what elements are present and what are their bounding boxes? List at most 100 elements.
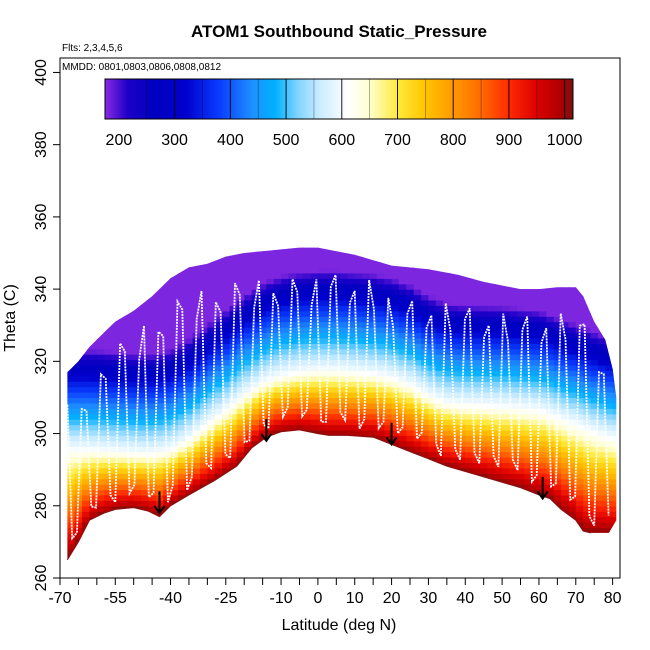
heatmap-cell xyxy=(465,500,474,507)
heatmap-cell xyxy=(170,321,179,328)
heatmap-cell xyxy=(111,392,120,398)
heatmap-cell xyxy=(376,262,385,268)
heatmap-cell xyxy=(332,462,341,469)
heatmap-cell xyxy=(428,272,437,279)
heatmap-cell xyxy=(185,289,194,296)
heatmap-cell xyxy=(89,494,98,501)
y-tick-label-300: 300 xyxy=(33,420,50,447)
heatmap-cell xyxy=(111,305,120,312)
heatmap-cell xyxy=(487,289,496,296)
heatmap-cell xyxy=(82,511,91,518)
heatmap-cell xyxy=(413,337,422,344)
x-axis: -70 -55 -40 -25 -10 0 10 20 30 40 50 60 … xyxy=(48,578,622,607)
heatmap-cell xyxy=(472,392,481,398)
heatmap-cell xyxy=(317,278,326,285)
heatmap-cell xyxy=(332,278,341,285)
heatmap-cell xyxy=(111,457,120,463)
heatmap-cell xyxy=(340,532,348,539)
heatmap-cell xyxy=(251,408,260,415)
heatmap-cell xyxy=(369,549,378,556)
heatmap-cell xyxy=(354,419,363,426)
heatmap-cell xyxy=(244,327,253,333)
heatmap-cell xyxy=(281,272,290,279)
heatmap-cell xyxy=(207,283,216,290)
heatmap-cell xyxy=(509,440,518,447)
heatmap-cell xyxy=(303,337,312,344)
heatmap-cell xyxy=(281,321,290,328)
heatmap-cell xyxy=(398,554,407,560)
heatmap-cell xyxy=(214,494,223,501)
heatmap-cell xyxy=(406,424,415,431)
heatmap-cell xyxy=(620,381,628,387)
heatmap-cell xyxy=(362,527,371,534)
heatmap-cell xyxy=(317,554,326,560)
heatmap-cell xyxy=(539,565,547,571)
heatmap-cell xyxy=(141,408,150,415)
heatmap-cell xyxy=(163,560,171,566)
heatmap-cell xyxy=(487,565,495,571)
heatmap-cell xyxy=(258,500,267,507)
heatmap-cell xyxy=(258,256,267,263)
heatmap-cell xyxy=(222,424,231,431)
heatmap-cell xyxy=(472,251,481,258)
heatmap-cell xyxy=(538,424,547,431)
heatmap-cell xyxy=(104,467,113,474)
heatmap-cell xyxy=(67,532,68,539)
heatmap-cell xyxy=(332,516,341,523)
heatmap-cell xyxy=(509,478,518,485)
heatmap-cell xyxy=(620,527,628,533)
heatmap-cell xyxy=(620,549,628,555)
heatmap-cell xyxy=(266,343,275,350)
heatmap-cell xyxy=(317,321,326,328)
heatmap-cell xyxy=(406,532,415,539)
heatmap-cell xyxy=(457,451,466,458)
heatmap-cell xyxy=(597,462,606,469)
heatmap-cell xyxy=(67,327,68,333)
heatmap-cell xyxy=(303,440,312,447)
heatmap-cell xyxy=(185,364,194,371)
heatmap-cell xyxy=(435,316,444,323)
heatmap-cell xyxy=(568,321,577,328)
heatmap-cell xyxy=(443,440,452,447)
heatmap-cell xyxy=(354,429,363,436)
heatmap-cell xyxy=(457,272,466,279)
heatmap-cell xyxy=(118,283,127,290)
heatmap-cell xyxy=(67,283,76,290)
heatmap-cell xyxy=(487,397,496,404)
heatmap-cell xyxy=(229,289,238,296)
heatmap-cell xyxy=(613,235,621,241)
heatmap-cell xyxy=(111,272,120,279)
heatmap-cell xyxy=(281,397,290,404)
heatmap-cell xyxy=(421,272,430,279)
heatmap-cell xyxy=(413,467,422,474)
heatmap-cell xyxy=(96,359,105,366)
heatmap-cell xyxy=(494,348,503,355)
heatmap-cell xyxy=(509,337,518,344)
heatmap-cell xyxy=(465,543,474,550)
heatmap-cell xyxy=(236,267,245,274)
heatmap-cell xyxy=(612,419,617,426)
heatmap-cell xyxy=(457,516,466,523)
heatmap-cell xyxy=(244,554,253,560)
heatmap-cell xyxy=(583,381,592,388)
heatmap-cell xyxy=(421,251,430,258)
heatmap-cell xyxy=(111,337,120,344)
heatmap-cell xyxy=(258,532,267,539)
heatmap-cell xyxy=(613,240,621,246)
heatmap-cell xyxy=(487,473,496,480)
heatmap-cell xyxy=(494,262,503,268)
heatmap-cell xyxy=(568,538,577,545)
heatmap-cell xyxy=(568,500,577,507)
heatmap-cell xyxy=(480,402,488,409)
heatmap-cell xyxy=(502,419,511,426)
heatmap-cell xyxy=(295,424,304,431)
heatmap-cell xyxy=(340,478,348,485)
heatmap-cell xyxy=(133,348,142,355)
heatmap-cell xyxy=(273,467,282,474)
heatmap-cell xyxy=(340,310,348,317)
heatmap-cell xyxy=(362,543,371,550)
heatmap-cell xyxy=(413,251,422,258)
heatmap-cell xyxy=(406,262,415,268)
heatmap-cell xyxy=(67,294,68,301)
heatmap-cell xyxy=(450,321,459,328)
